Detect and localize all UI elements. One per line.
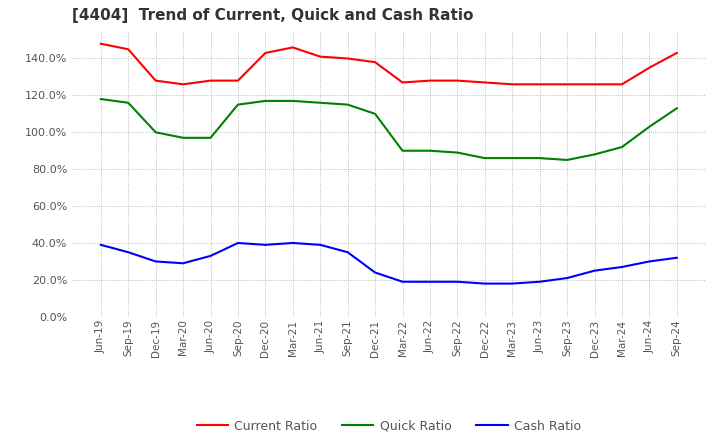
Quick Ratio	[536, 155, 544, 161]
Cash Ratio	[371, 270, 379, 275]
Quick Ratio	[645, 124, 654, 129]
Current Ratio	[453, 78, 462, 83]
Current Ratio	[618, 82, 626, 87]
Cash Ratio	[261, 242, 270, 247]
Cash Ratio	[508, 281, 516, 286]
Quick Ratio	[233, 102, 242, 107]
Current Ratio	[151, 78, 160, 83]
Current Ratio	[426, 78, 434, 83]
Quick Ratio	[480, 155, 489, 161]
Cash Ratio	[289, 240, 297, 246]
Current Ratio	[316, 54, 325, 59]
Quick Ratio	[261, 98, 270, 103]
Line: Current Ratio: Current Ratio	[101, 44, 677, 84]
Current Ratio	[563, 82, 572, 87]
Cash Ratio	[96, 242, 105, 247]
Current Ratio	[233, 78, 242, 83]
Legend: Current Ratio, Quick Ratio, Cash Ratio: Current Ratio, Quick Ratio, Cash Ratio	[192, 414, 586, 437]
Current Ratio	[672, 50, 681, 55]
Cash Ratio	[590, 268, 599, 273]
Cash Ratio	[343, 249, 352, 255]
Cash Ratio	[563, 275, 572, 281]
Cash Ratio	[179, 260, 187, 266]
Cash Ratio	[233, 240, 242, 246]
Quick Ratio	[672, 106, 681, 111]
Quick Ratio	[206, 135, 215, 140]
Quick Ratio	[563, 158, 572, 163]
Cash Ratio	[618, 264, 626, 270]
Current Ratio	[261, 50, 270, 55]
Cash Ratio	[480, 281, 489, 286]
Cash Ratio	[672, 255, 681, 260]
Current Ratio	[343, 56, 352, 61]
Cash Ratio	[151, 259, 160, 264]
Cash Ratio	[453, 279, 462, 284]
Line: Quick Ratio: Quick Ratio	[101, 99, 677, 160]
Quick Ratio	[618, 144, 626, 150]
Quick Ratio	[398, 148, 407, 154]
Cash Ratio	[645, 259, 654, 264]
Quick Ratio	[316, 100, 325, 106]
Cash Ratio	[124, 249, 132, 255]
Current Ratio	[590, 82, 599, 87]
Text: [4404]  Trend of Current, Quick and Cash Ratio: [4404] Trend of Current, Quick and Cash …	[72, 7, 473, 23]
Quick Ratio	[426, 148, 434, 154]
Current Ratio	[536, 82, 544, 87]
Current Ratio	[371, 59, 379, 65]
Current Ratio	[96, 41, 105, 46]
Current Ratio	[206, 78, 215, 83]
Current Ratio	[645, 65, 654, 70]
Quick Ratio	[343, 102, 352, 107]
Cash Ratio	[426, 279, 434, 284]
Current Ratio	[179, 82, 187, 87]
Current Ratio	[124, 47, 132, 52]
Quick Ratio	[371, 111, 379, 117]
Quick Ratio	[508, 155, 516, 161]
Cash Ratio	[316, 242, 325, 247]
Current Ratio	[398, 80, 407, 85]
Cash Ratio	[398, 279, 407, 284]
Line: Cash Ratio: Cash Ratio	[101, 243, 677, 284]
Quick Ratio	[124, 100, 132, 106]
Cash Ratio	[536, 279, 544, 284]
Quick Ratio	[96, 96, 105, 102]
Current Ratio	[289, 45, 297, 50]
Current Ratio	[480, 80, 489, 85]
Quick Ratio	[590, 152, 599, 157]
Quick Ratio	[151, 130, 160, 135]
Current Ratio	[508, 82, 516, 87]
Quick Ratio	[289, 98, 297, 103]
Cash Ratio	[206, 253, 215, 259]
Quick Ratio	[179, 135, 187, 140]
Quick Ratio	[453, 150, 462, 155]
